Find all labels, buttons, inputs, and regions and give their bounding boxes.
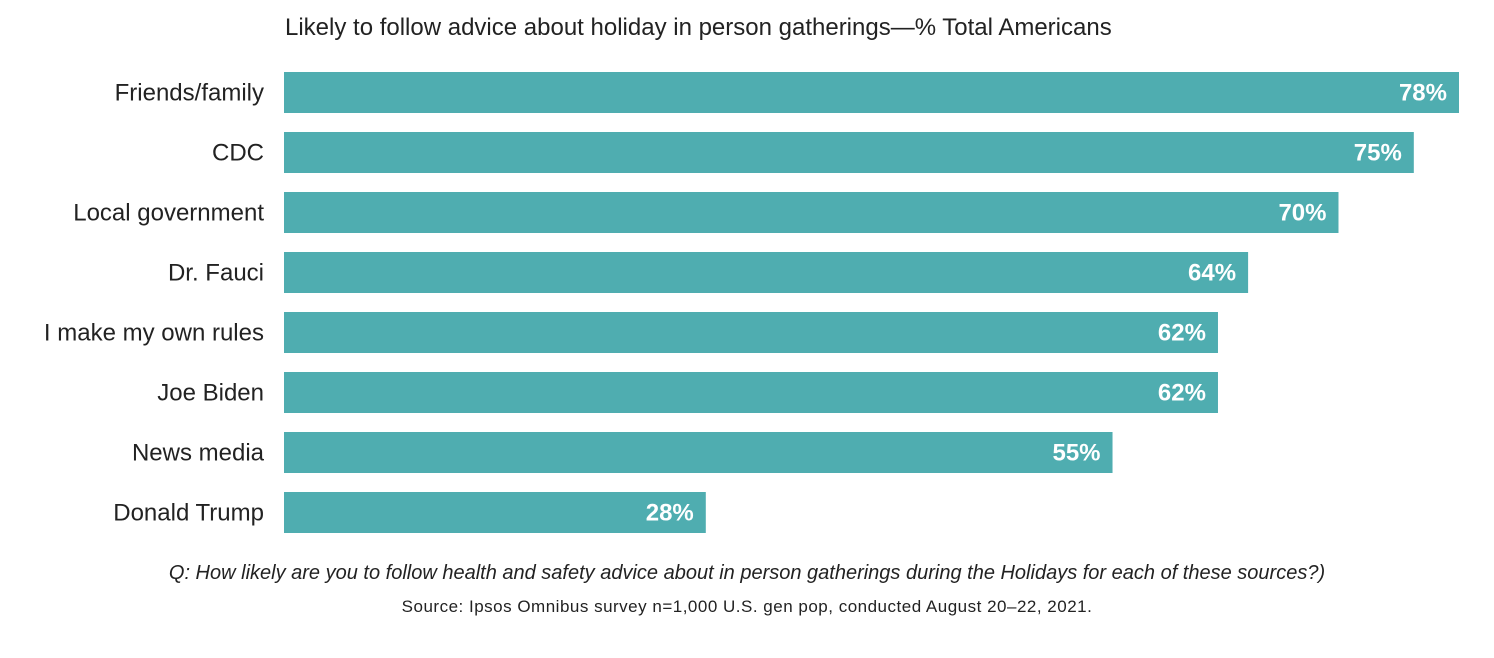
category-label-local-government: Local government [73,200,264,227]
bar-dr-fauci [284,252,1249,293]
value-label-friends-family: 78% [1399,80,1447,107]
category-label-cdc: CDC [212,140,264,167]
bar-cdc [284,132,1414,173]
bar-local-government [284,192,1339,233]
category-label-joe-biden: Joe Biden [157,380,264,407]
bar-friends-family [284,72,1459,113]
chart-title: Likely to follow advice about holiday in… [285,14,1112,41]
category-label-i-make-my-own-rules: I make my own rules [44,320,264,347]
category-label-dr-fauci: Dr. Fauci [168,260,264,287]
bar-joe-biden [284,372,1218,413]
source-note: Source: Ipsos Omnibus survey n=1,000 U.S… [401,597,1093,616]
value-label-cdc: 75% [1354,140,1402,167]
survey-question: Q: How likely are you to follow health a… [168,562,1326,584]
value-label-dr-fauci: 64% [1188,260,1236,287]
value-label-donald-trump: 28% [646,500,694,527]
bar-i-make-my-own-rules [284,312,1218,353]
bar-donald-trump [284,492,706,533]
value-label-local-government: 70% [1278,200,1326,227]
value-label-news-media: 55% [1052,440,1100,467]
category-label-news-media: News media [132,440,265,467]
bar-chart: Friends/family 78% CDC 75% Local government 7… [44,72,1459,533]
category-label-donald-trump: Donald Trump [113,500,264,527]
category-label-friends-family: Friends/family [115,80,264,107]
value-label-joe-biden: 62% [1158,380,1206,407]
value-label-i-make-my-own-rules: 62% [1158,320,1206,347]
bar-news-media [284,432,1113,473]
